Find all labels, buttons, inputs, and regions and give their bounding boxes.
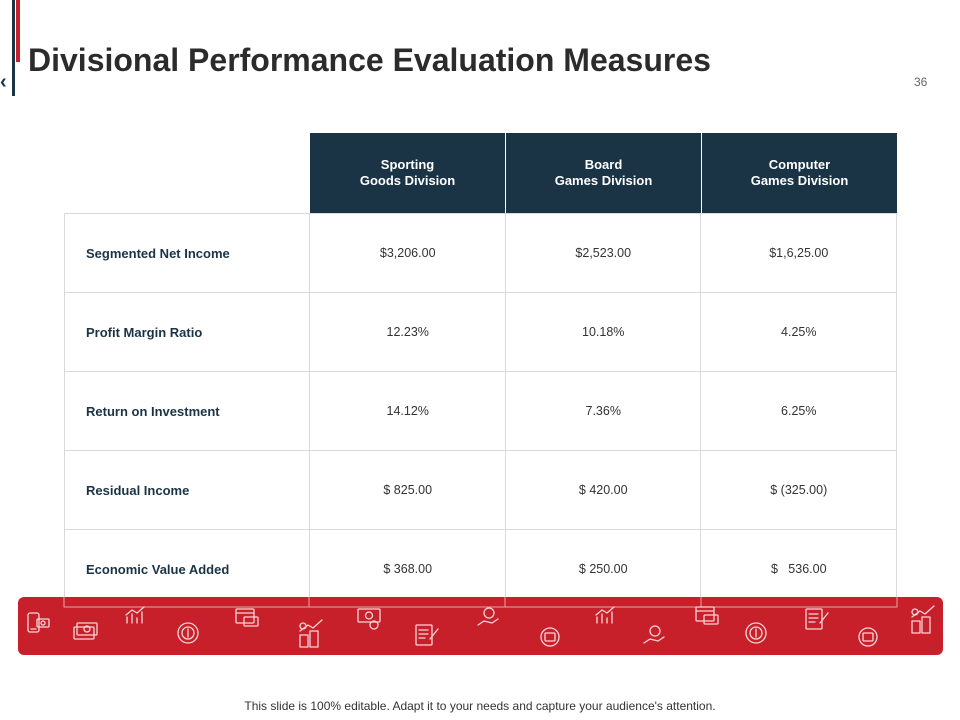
growth-chart-icon [125,606,145,624]
money-hand-icon [643,625,665,644]
table-cell: $ 536.00 [700,530,896,608]
table-cell: 12.23% [309,293,505,371]
invoice-icon [805,608,829,630]
growth-chart-icon [595,606,615,624]
table-row-segmented-net-income: Segmented Net Income $3,206.00 $2,523.00… [65,213,896,292]
accent-bar-red [16,0,20,62]
coin-stack-icon [540,627,560,647]
table-cell: $ (325.00) [700,451,896,529]
finance-icons [27,597,935,648]
table-cell: 10.18% [504,293,701,371]
coin-icon [745,622,767,644]
table-continuation-lines [63,597,898,608]
row-label: Profit Margin Ratio [86,324,203,340]
row-label: Segmented Net Income [86,245,230,261]
table-row-economic-value-added: Economic Value Added $ 368.00 $ 250.00 $… [65,529,896,608]
performance-table: Sporting Goods Division Board Games Divi… [64,133,897,608]
table-cell: $ 420.00 [504,451,701,529]
table-cell: $2,523.00 [504,214,701,292]
cash-icon [357,608,381,630]
column-header-line: Games Division [750,173,849,188]
column-header-line: Computer [768,157,831,172]
coin-stack-icon [858,627,878,647]
back-chevron-icon[interactable]: ‹ [0,71,7,93]
table-row-return-on-investment: Return on Investment 14.12% 7.36% 6.25% [65,371,896,450]
phone-money-icon [27,612,50,633]
column-header-line: Sporting [380,157,435,172]
coin-icon [177,622,199,644]
table-body: Segmented Net Income $3,206.00 $2,523.00… [64,213,897,608]
row-label: Return on Investment [86,403,220,419]
column-header-sporting: Sporting Goods Division [309,133,505,213]
table-cell: $ 368.00 [309,530,505,608]
table-cell: $ 825.00 [309,451,505,529]
table-cell: $3,206.00 [309,214,505,292]
table-cell: 6.25% [700,372,896,450]
atm-card-icon [695,606,719,625]
accent-bar-navy [12,0,15,96]
column-header-line: Games Division [554,173,653,188]
money-hand-icon [477,607,499,626]
column-header-board: Board Games Division [505,133,701,213]
table-cell: $ 250.00 [504,530,701,608]
table-cell: 14.12% [309,372,505,450]
table-header-row: Sporting Goods Division Board Games Divi… [64,133,897,213]
row-label: Residual Income [86,482,190,498]
table-cell: 7.36% [504,372,701,450]
page-number: 36 [914,75,928,89]
invoice-icon [415,624,439,646]
finance-icon-band [18,597,943,655]
column-header-computer: Computer Games Division [701,133,897,213]
slide-title: Divisional Performance Evaluation Measur… [28,42,711,78]
rising-coins-icon [911,605,935,634]
banknote-icon [73,622,98,640]
header-spacer [64,133,309,213]
row-label: Economic Value Added [86,561,230,577]
rising-coins-icon [299,619,323,648]
column-header-line: Goods Division [359,173,456,188]
column-header-line: Board [584,157,623,172]
table-row-residual-income: Residual Income $ 825.00 $ 420.00 $ (325… [65,450,896,529]
table-cell: 4.25% [700,293,896,371]
table-cell: $1,6,25.00 [700,214,896,292]
footer-note: This slide is 100% editable. Adapt it to… [244,699,716,713]
table-row-profit-margin: Profit Margin Ratio 12.23% 10.18% 4.25% [65,292,896,371]
atm-card-icon [235,608,259,627]
